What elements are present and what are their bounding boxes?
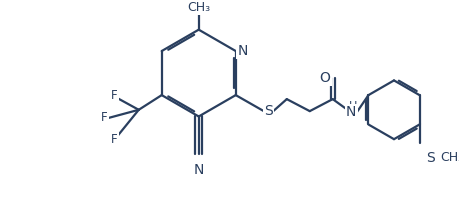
Text: F: F [111, 133, 118, 146]
Text: S: S [425, 151, 434, 165]
Text: F: F [111, 89, 118, 102]
Text: N: N [237, 44, 247, 58]
Text: CH₃: CH₃ [439, 151, 459, 164]
Text: O: O [319, 71, 330, 85]
Text: N: N [345, 105, 356, 119]
Text: S: S [263, 104, 272, 118]
Text: H: H [348, 101, 357, 111]
Text: F: F [101, 111, 107, 124]
Text: CH₃: CH₃ [187, 1, 210, 14]
Text: N: N [193, 163, 203, 177]
